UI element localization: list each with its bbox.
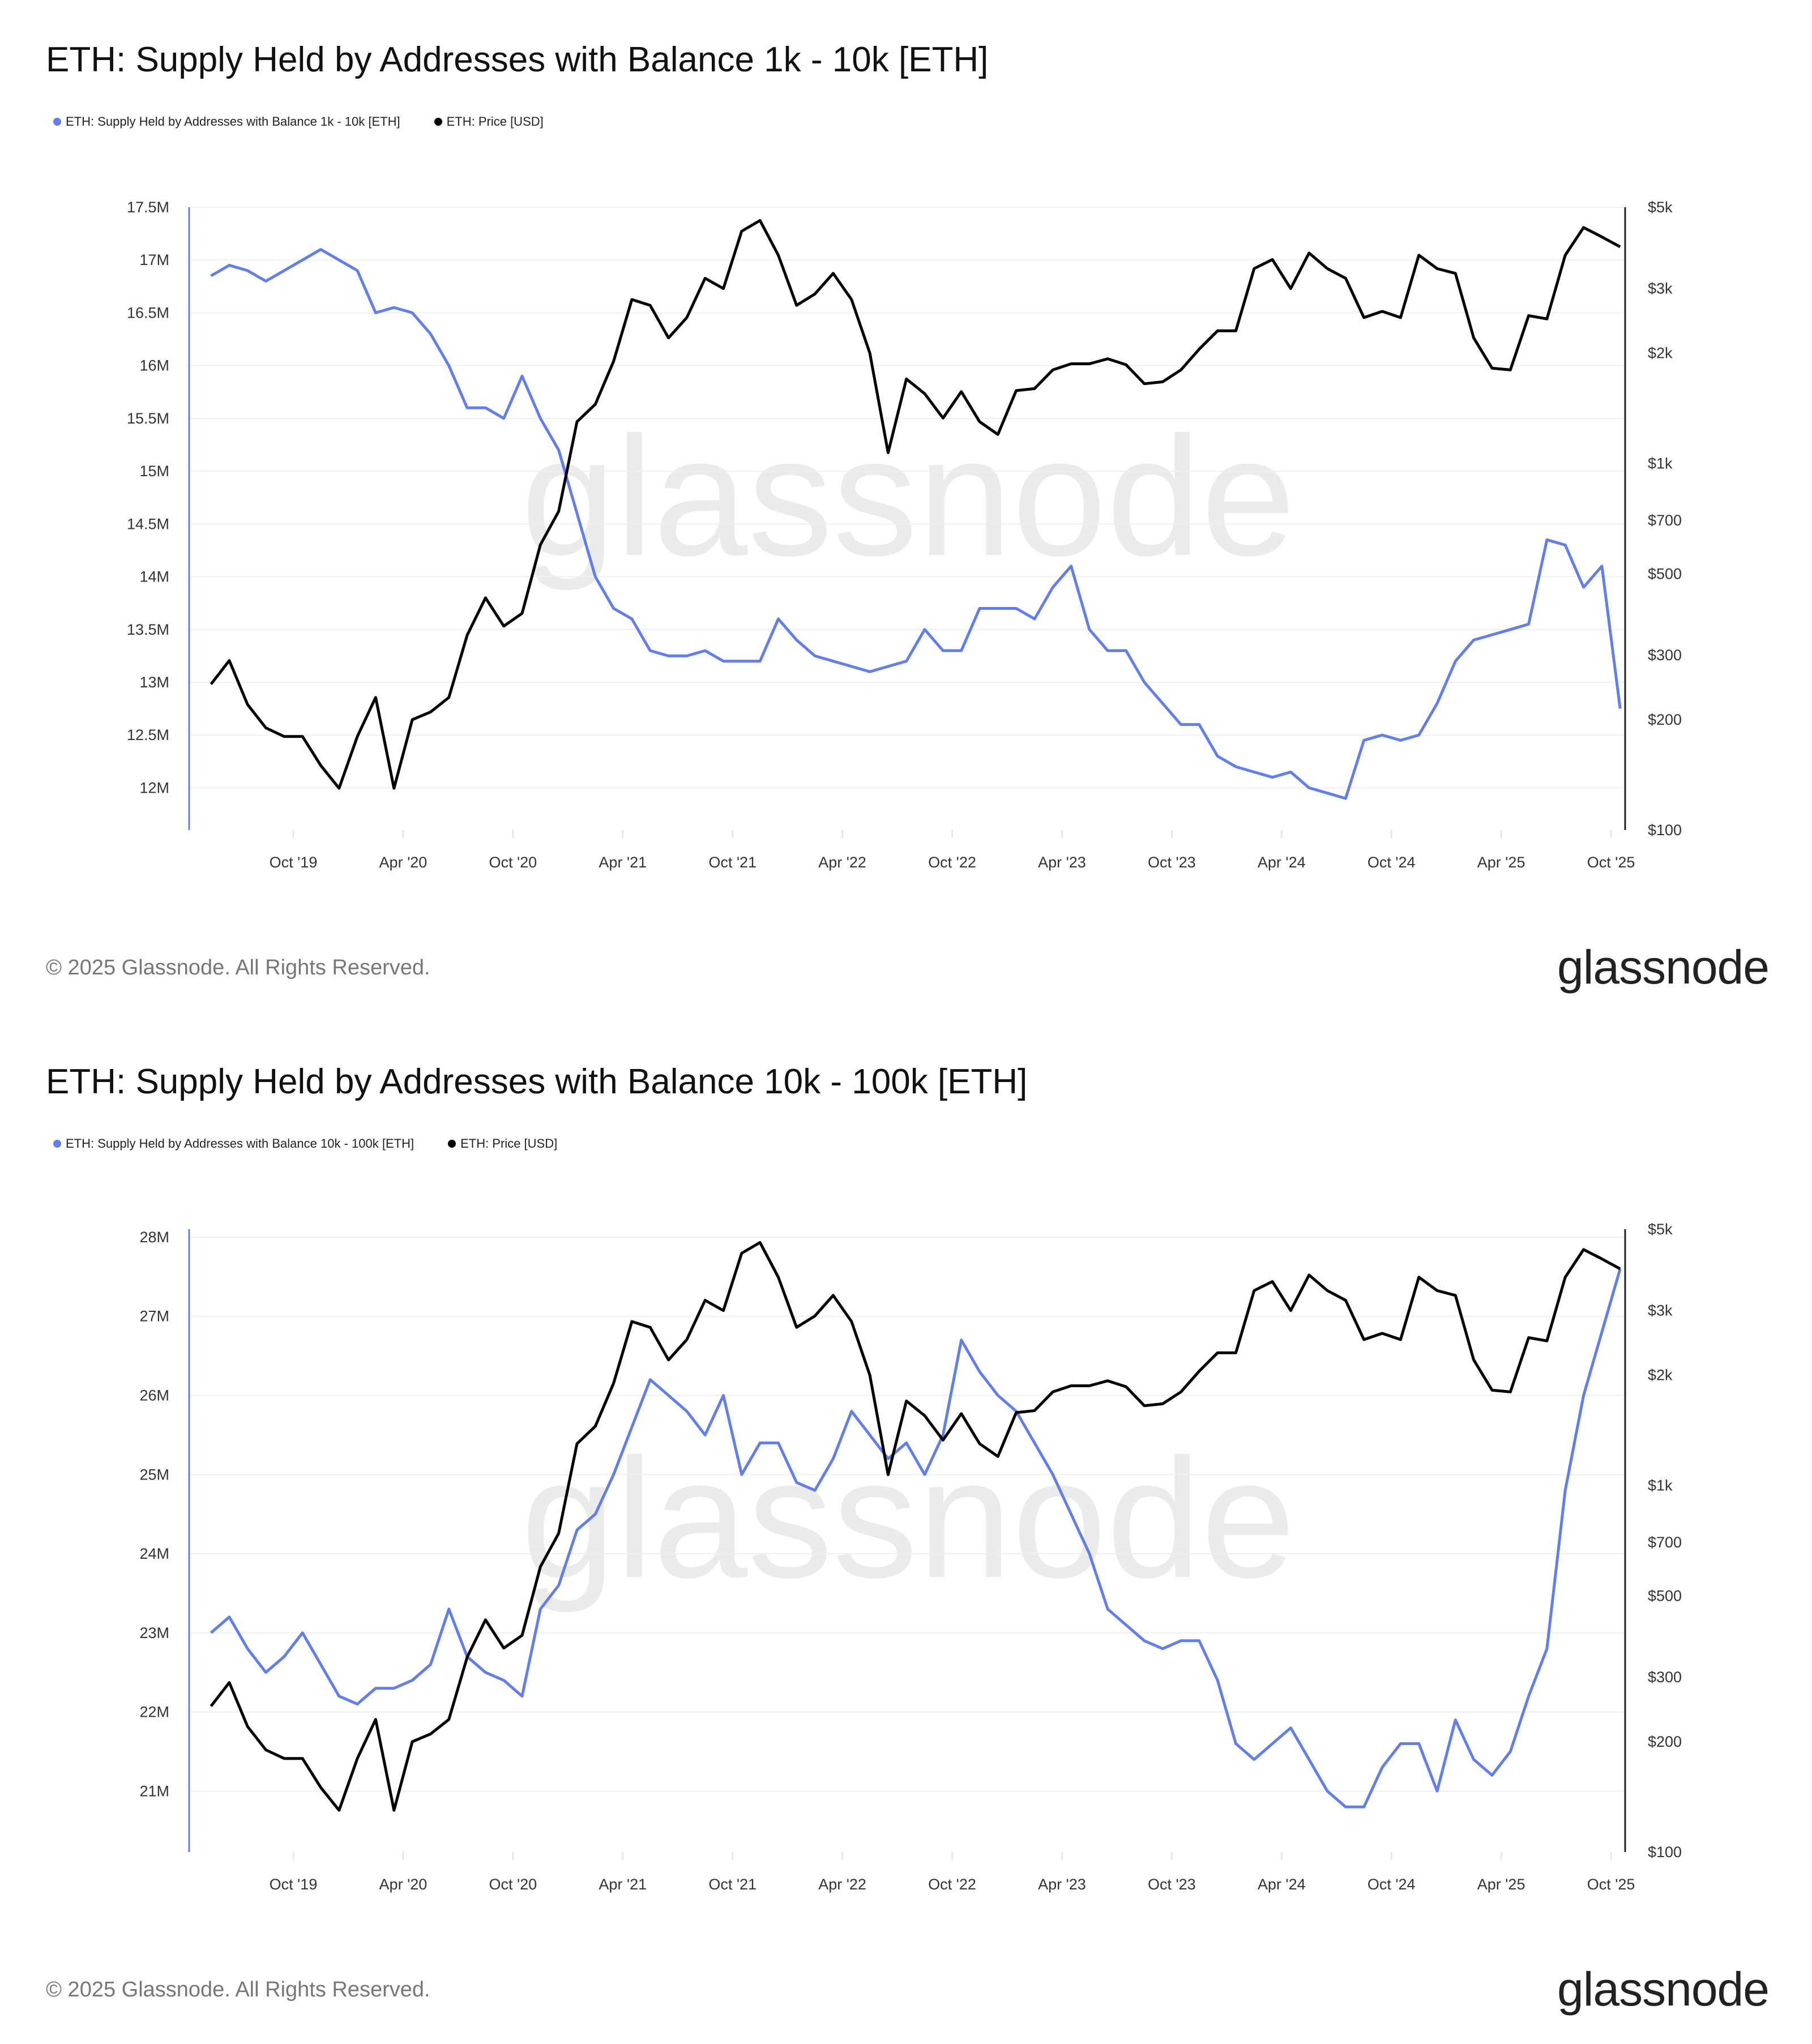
x-axis-tick-label: Oct '24 — [1367, 1876, 1416, 1893]
x-axis-tick-label: Oct '20 — [489, 1876, 537, 1893]
left-axis-tick-label: 23M — [139, 1624, 169, 1641]
right-axis-tick-label: $3k — [1648, 280, 1673, 297]
left-axis-tick-label: 17.5M — [127, 199, 169, 216]
chart-svg: glassnode 17.5M 17M 16.5M 16M 15.5M 15M 14.5M 14… — [0, 0, 1812, 1022]
x-axis-tick-label: Oct '20 — [489, 854, 537, 871]
x-axis-tick-label: Apr '22 — [818, 854, 866, 871]
right-axis-tick-label: $700 — [1648, 512, 1682, 529]
left-axis-tick-label: 14M — [139, 568, 169, 585]
x-axis-tick-label: Apr '20 — [379, 1876, 428, 1893]
left-axis-tick-label: 28M — [139, 1229, 169, 1246]
left-axis-tick-label: 13.5M — [127, 621, 169, 638]
right-axis-tick-label: $1k — [1648, 1477, 1673, 1494]
glassnode-logo: glassnode — [1557, 1962, 1769, 2017]
right-axis-tick-label: $100 — [1648, 822, 1682, 839]
right-axis-tick-label: $700 — [1648, 1534, 1682, 1551]
right-axis-tick-label: $300 — [1648, 1669, 1682, 1686]
right-axis-tick-label: $3k — [1648, 1302, 1673, 1319]
x-axis-tick-label: Oct '23 — [1148, 854, 1196, 871]
left-axis-tick-label: 12.5M — [127, 726, 169, 743]
right-axis-tick-label: $2k — [1648, 1367, 1673, 1384]
chart-svg: glassnode 28M 27M 26M 25M 24M 23M 22M 21M $5k $3k $… — [0, 1022, 1812, 2044]
x-axis-tick-label: Apr '21 — [599, 1876, 647, 1893]
left-axis-tick-label: 25M — [139, 1466, 169, 1483]
x-axis-tick-label: Apr '24 — [1258, 854, 1306, 871]
x-axis-tick-label: Apr '22 — [818, 1876, 866, 1893]
x-axis-tick-label: Apr '25 — [1477, 1876, 1525, 1893]
x-axis-tick-label: Apr '23 — [1038, 854, 1086, 871]
copyright-footer: © 2025 Glassnode. All Rights Reserved. — [46, 956, 430, 980]
x-axis-tick-label: Oct '22 — [928, 854, 976, 871]
left-axis-tick-label: 27M — [139, 1308, 169, 1325]
left-axis-tick-label: 12M — [139, 779, 169, 796]
right-axis-tick-label: $5k — [1648, 199, 1673, 216]
x-axis-tick-label: Oct '21 — [708, 854, 757, 871]
x-axis-tick-label: Apr '24 — [1258, 1876, 1306, 1893]
left-axis-tick-label: 16M — [139, 357, 169, 374]
x-axis-tick-label: Apr '21 — [599, 854, 647, 871]
x-axis-tick-label: Oct '24 — [1367, 854, 1416, 871]
watermark: glassnode — [521, 401, 1296, 592]
x-axis-tick-label: Apr '20 — [379, 854, 428, 871]
left-axis-tick-label: 14.5M — [127, 515, 169, 532]
x-axis-tick-label: Oct '21 — [708, 1876, 757, 1893]
right-axis-tick-label: $500 — [1648, 565, 1682, 582]
left-axis-tick-label: 26M — [139, 1387, 169, 1404]
left-axis-tick-label: 15.5M — [127, 410, 169, 427]
right-axis-tick-label: $200 — [1648, 1733, 1682, 1750]
right-axis-tick-label: $500 — [1648, 1587, 1682, 1604]
left-axis-tick-label: 17M — [139, 251, 169, 268]
x-axis-tick-label: Apr '23 — [1038, 1876, 1086, 1893]
x-axis-tick-label: Oct '23 — [1148, 1876, 1196, 1893]
x-axis-tick-label: Oct '19 — [270, 1876, 318, 1893]
left-axis-tick-label: 16.5M — [127, 304, 169, 321]
glassnode-logo: glassnode — [1557, 940, 1769, 995]
x-axis-tick-label: Oct '25 — [1587, 1876, 1635, 1893]
left-axis-tick-label: 15M — [139, 463, 169, 480]
chart-panel-1k-10k: ETH: Supply Held by Addresses with Balan… — [0, 0, 1812, 1022]
right-axis-tick-label: $100 — [1648, 1844, 1682, 1861]
right-axis-tick-label: $2k — [1648, 345, 1673, 362]
left-axis-tick-label: 22M — [139, 1704, 169, 1721]
right-axis-tick-label: $300 — [1648, 647, 1682, 664]
x-axis-tick-label: Oct '25 — [1587, 854, 1635, 871]
copyright-footer: © 2025 Glassnode. All Rights Reserved. — [46, 1978, 430, 2002]
right-axis-tick-label: $5k — [1648, 1221, 1673, 1238]
x-axis-tick-label: Apr '25 — [1477, 854, 1525, 871]
left-axis-tick-label: 24M — [139, 1545, 169, 1562]
x-axis-tick-label: Oct '22 — [928, 1876, 976, 1893]
watermark: glassnode — [521, 1423, 1296, 1614]
chart-panel-10k-100k: ETH: Supply Held by Addresses with Balan… — [0, 1022, 1812, 2044]
x-axis-tick-label: Oct '19 — [270, 854, 318, 871]
left-axis-tick-label: 13M — [139, 674, 169, 691]
right-axis-tick-label: $1k — [1648, 455, 1673, 472]
left-axis-tick-label: 21M — [139, 1782, 169, 1799]
right-axis-tick-label: $200 — [1648, 711, 1682, 728]
